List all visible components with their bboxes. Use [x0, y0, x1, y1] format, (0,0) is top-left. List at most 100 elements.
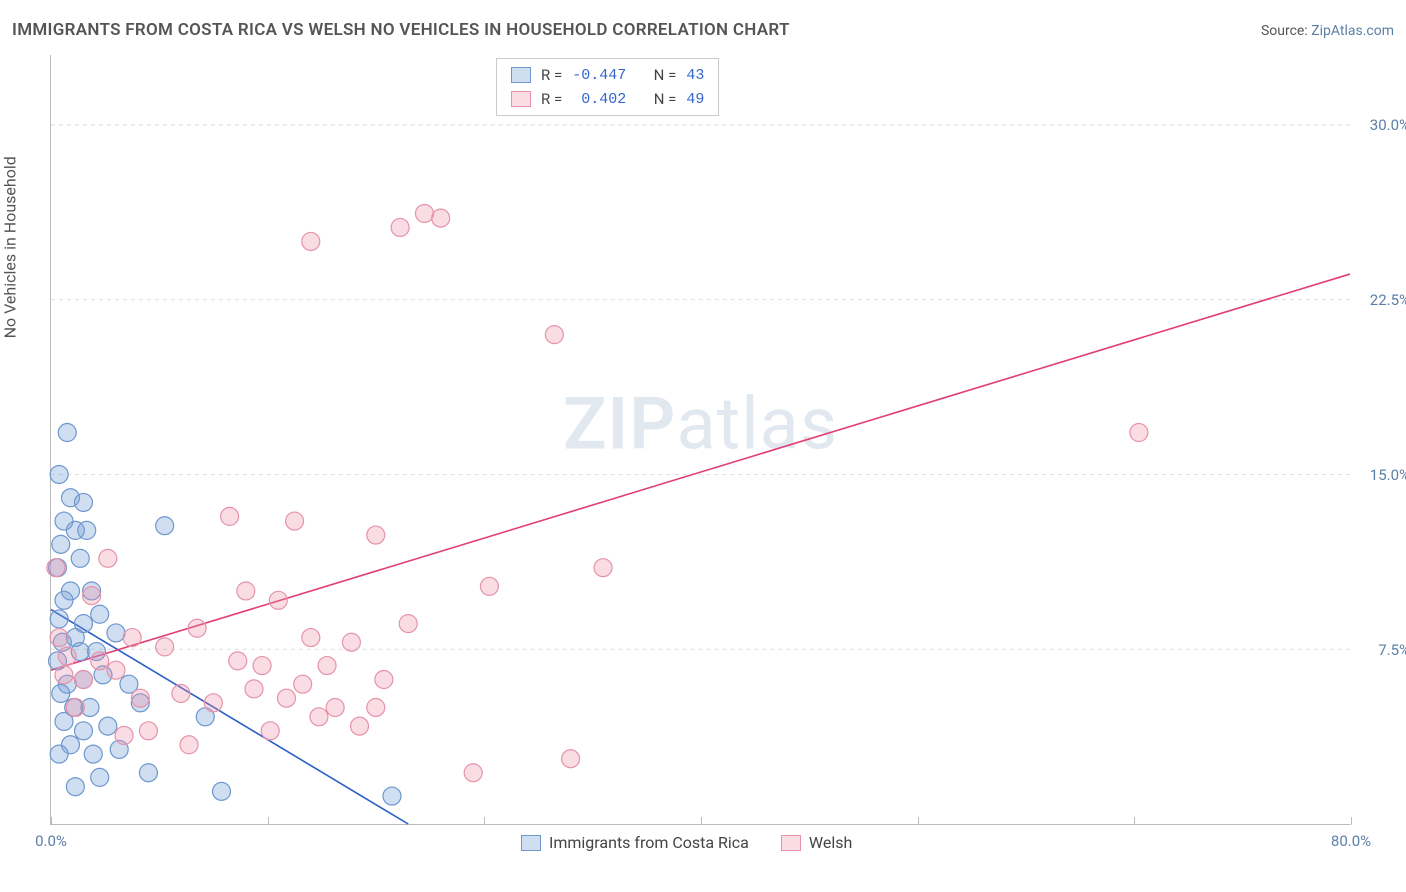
data-point[interactable]	[99, 549, 117, 567]
data-point[interactable]	[237, 582, 255, 600]
legend-item-b: Welsh	[781, 833, 852, 852]
data-point[interactable]	[66, 778, 84, 796]
data-point[interactable]	[66, 698, 84, 716]
data-point[interactable]	[74, 722, 92, 740]
data-point[interactable]	[342, 633, 360, 651]
data-point[interactable]	[261, 722, 279, 740]
data-point[interactable]	[58, 424, 76, 442]
data-point[interactable]	[83, 587, 101, 605]
data-point[interactable]	[464, 764, 482, 782]
data-point[interactable]	[545, 326, 563, 344]
r-label: R =	[541, 90, 562, 108]
legend-item-a: Immigrants from Costa Rica	[521, 833, 749, 852]
data-point[interactable]	[310, 708, 328, 726]
data-point[interactable]	[74, 493, 92, 511]
data-point[interactable]	[50, 465, 68, 483]
n-label: N =	[654, 66, 677, 84]
data-point[interactable]	[188, 619, 206, 637]
data-point[interactable]	[107, 661, 125, 679]
x-tick	[51, 817, 52, 825]
stats-row-a: R = -0.447 N = 43	[511, 63, 704, 87]
x-tick	[268, 817, 269, 825]
data-point[interactable]	[302, 629, 320, 647]
data-point[interactable]	[269, 591, 287, 609]
series-b-n-value: 49	[686, 91, 704, 108]
y-tick-label: 30.0%	[1355, 116, 1406, 134]
data-point[interactable]	[277, 689, 295, 707]
data-point[interactable]	[318, 657, 336, 675]
data-point[interactable]	[326, 698, 344, 716]
data-point[interactable]	[91, 652, 109, 670]
data-point[interactable]	[253, 657, 271, 675]
data-point[interactable]	[84, 745, 102, 763]
bottom-legend: Immigrants from Costa Rica Welsh	[521, 833, 852, 852]
data-point[interactable]	[71, 549, 89, 567]
legend-swatch-b	[781, 835, 801, 851]
n-label: N =	[654, 90, 677, 108]
data-point[interactable]	[415, 204, 433, 222]
legend-label-b: Welsh	[809, 833, 852, 852]
regression-line	[51, 274, 1350, 670]
data-point[interactable]	[221, 507, 239, 525]
data-point[interactable]	[55, 591, 73, 609]
data-point[interactable]	[375, 671, 393, 689]
data-point[interactable]	[399, 615, 417, 633]
data-point[interactable]	[302, 232, 320, 250]
data-point[interactable]	[156, 638, 174, 656]
data-point[interactable]	[367, 526, 385, 544]
data-point[interactable]	[367, 698, 385, 716]
data-point[interactable]	[50, 745, 68, 763]
data-point[interactable]	[139, 722, 157, 740]
data-point[interactable]	[66, 521, 84, 539]
data-point[interactable]	[115, 726, 133, 744]
data-point[interactable]	[50, 629, 68, 647]
data-point[interactable]	[131, 689, 149, 707]
data-point[interactable]	[139, 764, 157, 782]
data-point[interactable]	[286, 512, 304, 530]
data-point[interactable]	[294, 675, 312, 693]
data-point[interactable]	[480, 577, 498, 595]
data-point[interactable]	[1130, 424, 1148, 442]
data-point[interactable]	[55, 666, 73, 684]
stats-legend-box: R = -0.447 N = 43 R = 0.402 N = 49	[496, 58, 719, 116]
data-point[interactable]	[204, 694, 222, 712]
legend-swatch-a	[521, 835, 541, 851]
stats-row-b: R = 0.402 N = 49	[511, 87, 704, 111]
x-tick	[918, 817, 919, 825]
data-point[interactable]	[180, 736, 198, 754]
data-point[interactable]	[58, 647, 76, 665]
data-point[interactable]	[245, 680, 263, 698]
data-point[interactable]	[74, 671, 92, 689]
data-point[interactable]	[52, 535, 70, 553]
data-point[interactable]	[91, 605, 109, 623]
data-point[interactable]	[50, 610, 68, 628]
source-label: Source:	[1261, 23, 1308, 39]
data-point[interactable]	[123, 629, 141, 647]
series-b-swatch	[511, 91, 531, 107]
data-point[interactable]	[172, 685, 190, 703]
data-point[interactable]	[562, 750, 580, 768]
chart-source: Source: ZipAtlas.com	[1261, 23, 1394, 39]
r-label: R =	[541, 66, 562, 84]
data-point[interactable]	[91, 768, 109, 786]
data-point[interactable]	[351, 717, 369, 735]
data-point[interactable]	[99, 717, 117, 735]
data-point[interactable]	[213, 782, 231, 800]
data-point[interactable]	[156, 517, 174, 535]
title-bar: IMMIGRANTS FROM COSTA RICA VS WELSH NO V…	[12, 20, 1394, 40]
y-axis-label: No Vehicles in Household	[1, 156, 20, 338]
data-point[interactable]	[594, 559, 612, 577]
data-point[interactable]	[229, 652, 247, 670]
source-link[interactable]: ZipAtlas.com	[1311, 23, 1394, 39]
series-a-n-value: 43	[686, 67, 704, 84]
x-tick-label: 80.0%	[1331, 832, 1371, 850]
data-point[interactable]	[47, 559, 65, 577]
data-point[interactable]	[383, 787, 401, 805]
y-tick-label: 15.0%	[1355, 466, 1406, 484]
data-point[interactable]	[432, 209, 450, 227]
data-point[interactable]	[391, 218, 409, 236]
data-point[interactable]	[107, 624, 125, 642]
data-point[interactable]	[52, 685, 70, 703]
chart-title: IMMIGRANTS FROM COSTA RICA VS WELSH NO V…	[12, 20, 790, 40]
series-b-r-value: 0.402	[572, 91, 626, 108]
